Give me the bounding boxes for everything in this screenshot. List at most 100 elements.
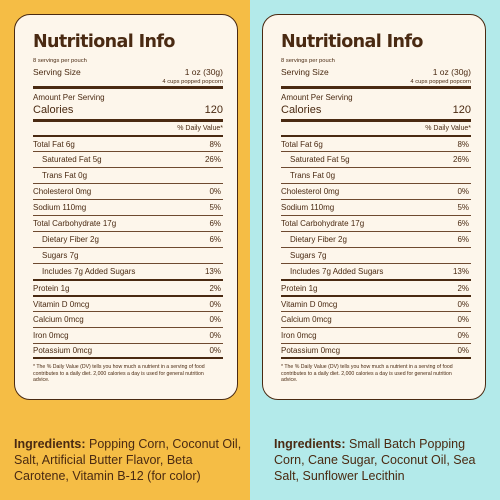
serving-size-label: Serving Size [281, 67, 329, 77]
nutrient-dv: 0% [457, 315, 469, 324]
nutrient-row: Protein 1g 2% [281, 279, 471, 295]
amount-per-serving: Amount Per Serving [281, 93, 353, 102]
serving-size-label: Serving Size [33, 67, 81, 77]
nutrient-dv: 6% [457, 219, 469, 228]
nutrient-row: Total Fat 6g 8% [33, 135, 223, 151]
nutrient-dv: 0% [209, 346, 221, 355]
serving-cups-note: 4 cups popped popcorn [162, 79, 223, 85]
calories-row: Calories 120 [281, 103, 471, 119]
divider [33, 119, 223, 122]
nutrient-dv: 5% [457, 203, 469, 212]
nutrient-label: Sodium 110mg [281, 203, 335, 212]
nutrient-label: Cholesterol 0mg [281, 187, 340, 196]
divider [33, 86, 223, 89]
panel-title: Nutritional Info [33, 32, 175, 52]
left-product-half: Nutritional Info 8 servings per pouch Se… [0, 0, 250, 500]
ingredients-text: Ingredients: Small Batch Popping Corn, C… [274, 436, 496, 484]
nutrient-row: Potassium 0mcg 0% [33, 343, 223, 359]
nutrient-dv: 5% [209, 203, 221, 212]
nutrient-label: Protein 1g [33, 283, 70, 293]
nutrient-label: Trans Fat 0g [42, 171, 88, 180]
nutrient-row: Iron 0mcg 0% [33, 327, 223, 343]
serving-size-row: Serving Size 1 oz (30g) [33, 67, 223, 78]
nutrition-facts-panel: Nutritional Info 8 servings per pouch Se… [262, 14, 486, 400]
nutrient-dv: 13% [204, 267, 221, 276]
nutrient-list: Total Fat 6g 8% Saturated Fat 5g 26% Trans… [33, 135, 223, 359]
nutrient-dv: 13% [452, 267, 469, 276]
nutrient-label: Dietary Fiber 2g [42, 235, 99, 244]
nutrient-label: Vitamin D 0mcg [33, 299, 90, 309]
nutrient-label: Vitamin D 0mcg [281, 299, 338, 309]
nutrient-label: Total Carbohydrate 17g [33, 219, 117, 228]
nutrient-row: Dietary Fiber 2g 6% [281, 231, 471, 247]
nutrient-label: Protein 1g [281, 283, 318, 293]
servings-per-container: 8 servings per pouch [281, 58, 335, 64]
serving-size-value: 1 oz (30g) [432, 67, 471, 77]
nutrient-dv: 8% [457, 139, 469, 149]
nutrient-dv: 0% [209, 331, 221, 340]
nutrient-row: Total Carbohydrate 17g 6% [281, 215, 471, 231]
nutrient-row: Calcium 0mcg 0% [33, 311, 223, 327]
ingredients-text: Ingredients: Popping Corn, Coconut Oil, … [14, 436, 246, 484]
nutrient-label: Sodium 110mg [33, 203, 87, 212]
nutrient-row: Total Carbohydrate 17g 6% [33, 215, 223, 231]
nutrient-row: Saturated Fat 5g 26% [33, 151, 223, 167]
nutrient-label: Cholesterol 0mg [33, 187, 92, 196]
nutrient-dv: 0% [457, 299, 469, 309]
nutrient-row: Sodium 110mg 5% [281, 199, 471, 215]
nutrient-label: Iron 0mcg [281, 331, 317, 340]
nutrient-label: Sugars 7g [42, 251, 79, 260]
nutrition-facts-panel: Nutritional Info 8 servings per pouch Se… [14, 14, 238, 400]
nutrient-label: Potassium 0mcg [281, 346, 341, 355]
nutrient-dv: 0% [209, 187, 221, 196]
nutrient-dv: 0% [209, 315, 221, 324]
nutrient-row: Vitamin D 0mcg 0% [281, 295, 471, 311]
nutrient-label: Total Fat 6g [281, 139, 323, 149]
nutrient-dv: 26% [204, 155, 221, 164]
nutrient-label: Calcium 0mcg [281, 315, 332, 324]
nutrient-row: Includes 7g Added Sugars 13% [33, 263, 223, 279]
nutrient-label: Saturated Fat 5g [290, 155, 350, 164]
nutrient-label: Trans Fat 0g [290, 171, 336, 180]
nutrient-row: Trans Fat 0g [33, 167, 223, 183]
nutrient-label: Potassium 0mcg [33, 346, 93, 355]
nutrient-row: Total Fat 6g 8% [281, 135, 471, 151]
serving-size-row: Serving Size 1 oz (30g) [281, 67, 471, 78]
servings-per-container: 8 servings per pouch [33, 58, 87, 64]
nutrient-label: Total Fat 6g [33, 139, 75, 149]
nutrient-label: Iron 0mcg [33, 331, 69, 340]
nutrient-row: Potassium 0mcg 0% [281, 343, 471, 359]
daily-value-header: % Daily Value* [177, 125, 223, 132]
daily-value-footnote: * The % Daily Value (DV) tells you how m… [33, 364, 205, 384]
divider [281, 86, 471, 89]
nutrient-row: Iron 0mcg 0% [281, 327, 471, 343]
nutrient-dv: 8% [209, 139, 221, 149]
nutrient-row: Sodium 110mg 5% [33, 199, 223, 215]
nutrient-dv: 26% [452, 155, 469, 164]
nutrient-dv: 6% [209, 235, 221, 244]
ingredients-list: Small Batch Popping Corn, Cane Sugar, Co… [274, 437, 476, 483]
nutrient-dv: 0% [457, 331, 469, 340]
nutrient-dv: 6% [209, 219, 221, 228]
nutrient-row: Trans Fat 0g [281, 167, 471, 183]
calories-row: Calories 120 [33, 103, 223, 119]
nutrient-row: Vitamin D 0mcg 0% [33, 295, 223, 311]
nutrient-row: Sugars 7g [33, 247, 223, 263]
panel-title: Nutritional Info [281, 32, 423, 52]
nutrient-row: Cholesterol 0mg 0% [281, 183, 471, 199]
calories-label: Calories [281, 104, 322, 116]
daily-value-footnote: * The % Daily Value (DV) tells you how m… [281, 364, 453, 384]
nutrient-row: Calcium 0mcg 0% [281, 311, 471, 327]
right-product-half: Nutritional Info 8 servings per pouch Se… [250, 0, 500, 500]
serving-size-value: 1 oz (30g) [184, 67, 223, 77]
calories-value: 120 [452, 104, 471, 116]
nutrient-row: Saturated Fat 5g 26% [281, 151, 471, 167]
nutrient-list: Total Fat 6g 8% Saturated Fat 5g 26% Trans… [281, 135, 471, 359]
ingredients-list: Popping Corn, Coconut Oil, Salt, Artific… [14, 437, 242, 483]
nutrient-dv: 6% [457, 235, 469, 244]
nutrient-label: Sugars 7g [290, 251, 327, 260]
nutrient-row: Sugars 7g [281, 247, 471, 263]
nutrient-label: Includes 7g Added Sugars [42, 267, 136, 276]
calories-value: 120 [204, 104, 223, 116]
